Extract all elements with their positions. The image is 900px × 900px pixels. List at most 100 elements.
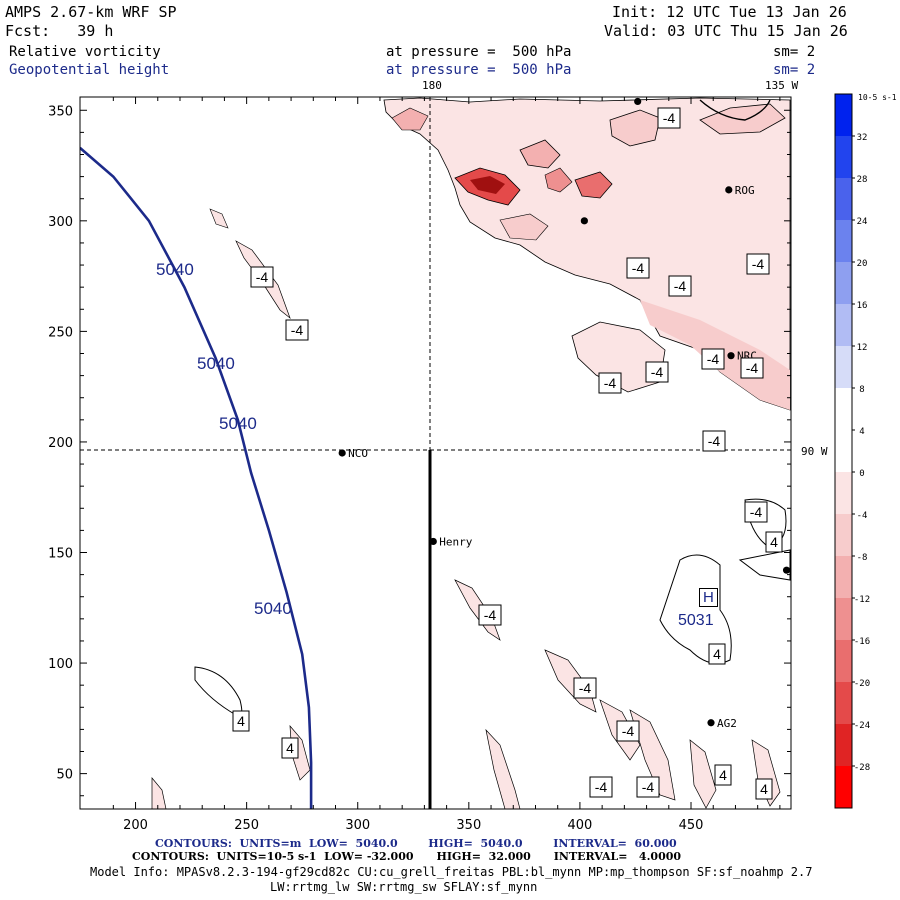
colorbar-swatch [835, 472, 852, 515]
vort-label: -4 [484, 607, 497, 623]
contour-labels: -4 -4 -4 -4 -4 -4 -4 -4 -4 -4 -4 -4 -4 -4 -4 -4 -4 4 4 4 4 4 4 [232, 107, 783, 800]
vort-label-box [765, 531, 783, 553]
colorbar-tick-label: -8 [857, 553, 868, 563]
colorbar-swatch [835, 598, 852, 641]
colorbar-swatch [835, 388, 852, 431]
vort-label-box [746, 253, 770, 275]
vort-label: -4 [632, 260, 645, 276]
y-tick-label: 50 [56, 768, 73, 783]
field1-level: at pressure = 500 hPa [386, 44, 572, 60]
vort-label-box [714, 764, 732, 786]
station-dot [727, 352, 735, 360]
colorbar-tick-label: 24 [857, 217, 868, 227]
vort-label-box [616, 720, 640, 742]
vort-label: -4 [256, 269, 269, 285]
x-tick-label: 350 [456, 818, 481, 833]
station-label: AG2 [717, 717, 737, 730]
vort-label-box [598, 372, 622, 394]
vort-label-box [740, 357, 764, 379]
vort-label: -4 [579, 680, 592, 696]
colorbar-swatch [835, 556, 852, 599]
footer-model-info-2: LW:rrtmg_lw SW:rrtmg_sw SFLAY:sf_mynn [270, 880, 538, 894]
vort-label-box [755, 778, 773, 800]
vorticity-field [151, 97, 791, 809]
x-tick-label: 200 [123, 818, 148, 833]
vort-label: 4 [770, 534, 778, 550]
meridian-label-135w: 135 W [765, 79, 799, 92]
vort-label-box [573, 677, 597, 699]
vort-label: -4 [746, 360, 759, 376]
vort-label-box [668, 275, 692, 297]
forecast-hour: Fcst: 39 h [5, 22, 114, 40]
vort-label-box [657, 107, 681, 129]
colorbar-tick-label: 28 [857, 175, 868, 185]
station-dot [338, 449, 346, 457]
vort-label: -4 [674, 278, 687, 294]
footer-vort-contours: CONTOURS: UNITS=10-5 s-1 LOW= -32.000 HI… [132, 850, 682, 863]
vort-label: 4 [713, 646, 721, 662]
footer-model-info: Model Info: MPASv8.2.3-194-gf29cd82c CU:… [90, 865, 813, 879]
vort-label-box [626, 257, 650, 279]
colorbar-tick-label: 4 [859, 427, 864, 437]
vort-label-box [744, 501, 768, 523]
vort-label: -4 [622, 723, 635, 739]
vort-label-box [645, 361, 669, 383]
colorbar-swatch [835, 682, 852, 725]
colorbar-swatch [835, 178, 852, 221]
x-tick-label: 300 [345, 818, 370, 833]
vort-label-box [250, 266, 274, 288]
vort-label: -4 [642, 779, 655, 795]
colorbar-tick-label: -12 [854, 595, 870, 605]
vort-label: -4 [707, 351, 720, 367]
colorbar-swatch [835, 304, 852, 347]
plot-frame [79, 96, 792, 810]
colorbar-swatch [835, 262, 852, 305]
colorbar-swatch [835, 346, 852, 389]
x-tick-label: 250 [234, 818, 259, 833]
vort-label-box [701, 348, 725, 370]
colorbar-swatch [835, 640, 852, 683]
station-dot [429, 537, 437, 546]
colorbar-tick-label: 32 [857, 133, 868, 143]
field1-name: Relative vorticity [9, 44, 161, 60]
field2-level: at pressure = 500 hPa [386, 62, 572, 78]
model-title: AMPS 2.67-km WRF SP [5, 3, 177, 21]
y-tick-label: 200 [48, 436, 73, 451]
high-value: 5031 [678, 612, 714, 629]
colorbar-tick-label: 12 [857, 343, 868, 353]
y-tick-label: 350 [48, 104, 73, 119]
vort-label: -4 [708, 433, 721, 449]
colorbar-frame [834, 93, 853, 809]
height-contour-5040 [80, 146, 313, 809]
footer-height-contours: CONTOURS: UNITS=m LOW= 5040.0 HIGH= 5040… [155, 837, 677, 850]
meridian-label-180: 180 [422, 79, 442, 92]
station-dot [707, 719, 715, 727]
colorbar-tick-label: -4 [857, 511, 868, 521]
x-tick-label: 450 [679, 818, 704, 833]
vort-label: -4 [750, 504, 763, 520]
colorbar-swatch [835, 724, 852, 767]
vort-label: -4 [651, 364, 664, 380]
height-label: 5040 [254, 599, 292, 618]
vort-label-box [708, 643, 726, 665]
vort-label-box [589, 776, 613, 798]
axes: 200 250 300 350 400 450 50 100 150 200 250 300 350 [48, 97, 791, 833]
colorbar-tick-label: -16 [854, 637, 870, 647]
y-tick-label: 150 [48, 547, 73, 562]
vort-label: 4 [237, 713, 245, 729]
colorbar-tick-label: 20 [857, 259, 868, 269]
station-label: Henry [439, 535, 472, 548]
high-marker: H [699, 588, 718, 607]
station-dot [782, 566, 791, 574]
colorbar-swatch [835, 430, 852, 473]
vort-label-box [478, 604, 502, 626]
x-tick-label: 400 [568, 818, 593, 833]
y-tick-label: 300 [48, 215, 73, 230]
vort-label: 4 [286, 740, 294, 756]
colorbar: 32 28 24 20 16 12 8 4 0 -4 -8 -12 -16 -20 -24 -28 [834, 93, 870, 809]
colorbar-tick-label: 16 [857, 301, 868, 311]
vort-label: 4 [760, 781, 768, 797]
field1-smooth: sm= 2 [773, 44, 816, 60]
